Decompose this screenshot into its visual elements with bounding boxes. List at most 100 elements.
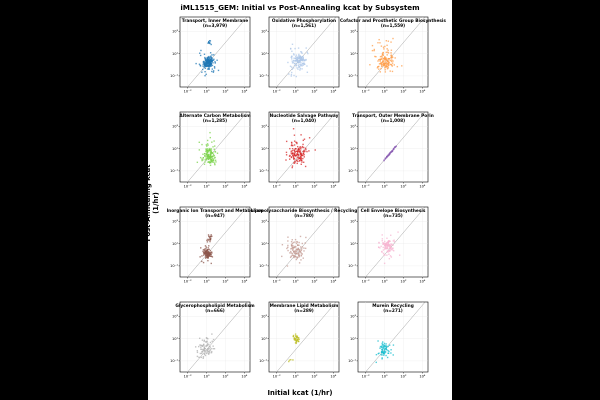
data-point (292, 254, 294, 257)
data-point (207, 252, 209, 255)
data-point (379, 55, 382, 58)
data-point (213, 67, 216, 69)
data-point (294, 241, 296, 243)
data-point (293, 251, 295, 253)
data-point (300, 62, 302, 64)
data-point (210, 253, 212, 256)
data-point (207, 247, 209, 249)
data-point (204, 354, 207, 357)
data-point (387, 60, 390, 63)
data-point (302, 157, 304, 160)
data-point (380, 55, 383, 57)
data-point (388, 249, 391, 252)
subplot-count: (n=1,008) (381, 118, 405, 124)
data-point (386, 246, 388, 249)
data-point (384, 60, 386, 63)
subplot-title: Lipopolysaccharide Biosynthesis / Recycl… (251, 208, 358, 214)
subplot-1: Transport, Inner Membrane(n=3,979) 10⁻² 10… (170, 16, 251, 94)
data-point (381, 354, 383, 356)
data-point (211, 160, 213, 163)
data-point (314, 149, 316, 151)
data-point (285, 151, 288, 154)
data-point (202, 356, 205, 358)
y-tick-label: 10¹ (261, 147, 268, 151)
data-point (386, 251, 389, 253)
data-point (212, 146, 214, 148)
x-tick-label: 10⁻² (362, 375, 370, 379)
data-point (385, 242, 388, 245)
data-point (286, 265, 289, 267)
data-point (301, 253, 304, 255)
data-point (207, 158, 210, 160)
data-point (305, 59, 307, 61)
data-point (401, 65, 403, 67)
data-point (300, 59, 302, 62)
data-point (391, 64, 393, 66)
data-point (293, 153, 296, 155)
data-point (298, 262, 301, 264)
data-point (292, 249, 294, 251)
data-point (200, 344, 202, 346)
data-point (300, 148, 302, 150)
data-point (212, 70, 215, 72)
data-point (197, 345, 200, 348)
subplot-count: (n=1,561) (292, 23, 316, 29)
data-point (388, 245, 390, 247)
plot-frame (357, 206, 429, 278)
y-tick-label: 10³ (261, 220, 268, 224)
data-point (392, 244, 394, 246)
data-point (286, 247, 288, 250)
data-point (390, 55, 392, 57)
data-point (209, 56, 211, 59)
data-point (212, 152, 214, 154)
data-point (292, 335, 295, 338)
data-point (301, 65, 303, 67)
data-point (288, 73, 290, 75)
data-point (207, 256, 209, 258)
data-point (300, 249, 303, 252)
data-point (287, 246, 289, 249)
x-tick-label: 10² (400, 90, 407, 94)
data-point (384, 248, 386, 250)
data-point (385, 58, 387, 60)
data-point (210, 149, 213, 151)
data-point (385, 245, 387, 247)
data-point (292, 247, 295, 249)
data-point (375, 353, 378, 356)
data-point (295, 57, 297, 60)
data-point (292, 157, 295, 159)
data-point (207, 56, 209, 59)
data-point (386, 356, 389, 359)
data-point (208, 147, 210, 150)
data-point (209, 341, 212, 344)
data-point (290, 66, 293, 68)
data-point (206, 257, 209, 259)
data-point (293, 338, 296, 341)
subplot-7: Inorganic Ion Transport and Metabolism(n… (167, 206, 264, 284)
data-point (303, 250, 305, 252)
y-tick-label: 10⁻¹ (170, 74, 178, 78)
data-point (298, 241, 300, 244)
x-tick-label: 10⁰ (381, 280, 388, 284)
data-point (376, 67, 379, 69)
data-point (375, 361, 377, 364)
data-point (206, 63, 208, 65)
data-point (384, 254, 386, 256)
data-point (303, 59, 306, 62)
data-point (380, 65, 383, 67)
y-tick-label: 10³ (172, 220, 179, 224)
identity-line (187, 16, 248, 88)
data-point (204, 155, 206, 157)
data-point (382, 252, 385, 255)
data-point (384, 57, 386, 59)
figure-title: iML1515_GEM: Initial vs Post-Annealing k… (180, 3, 420, 12)
data-point (202, 357, 204, 359)
data-point (388, 247, 391, 249)
data-point (297, 151, 299, 153)
data-point (298, 157, 301, 159)
data-point (208, 161, 210, 163)
data-point (302, 63, 304, 65)
data-point (204, 70, 206, 73)
data-point (281, 244, 284, 246)
data-point (294, 151, 296, 154)
